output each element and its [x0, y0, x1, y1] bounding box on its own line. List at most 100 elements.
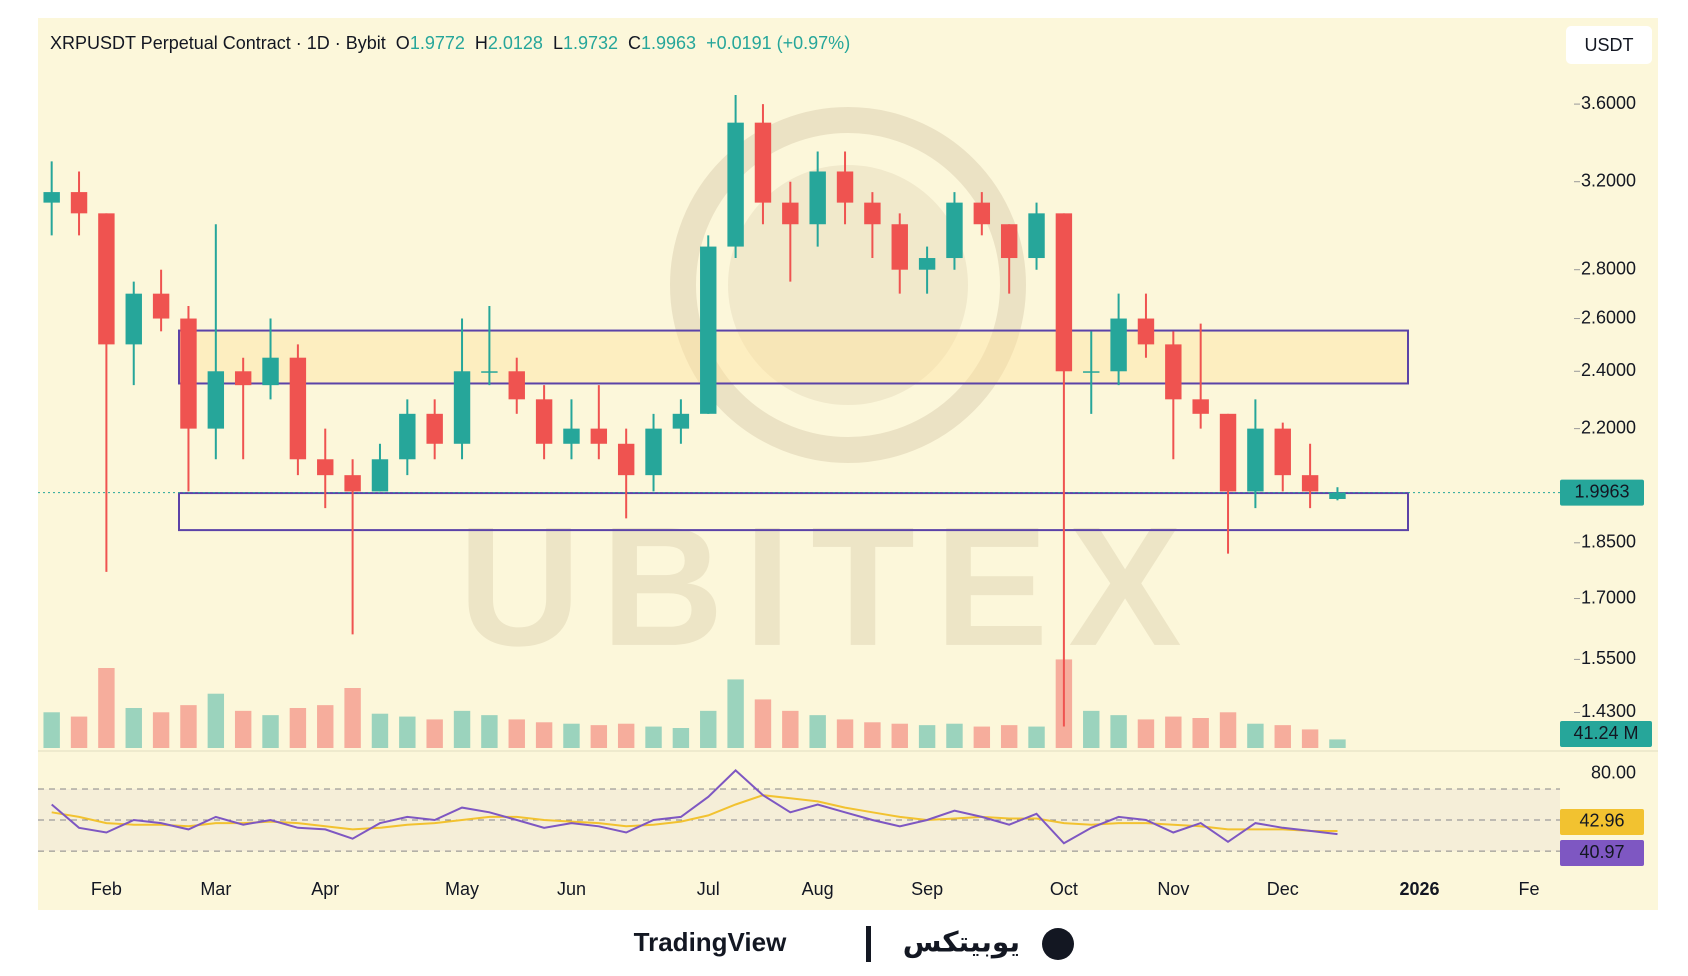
volume-bar	[1329, 739, 1346, 748]
volume-bar	[371, 713, 389, 748]
candle-body	[535, 399, 553, 444]
volume-bar	[207, 693, 225, 748]
x-tick-label: Sep	[911, 879, 943, 899]
currency-box	[1566, 26, 1652, 64]
volume-bar	[1192, 718, 1209, 748]
candle-body	[1219, 413, 1237, 492]
y-tick-label: 2.2000	[1581, 417, 1636, 437]
candle-body	[1165, 344, 1182, 400]
volume-bar	[125, 708, 142, 748]
volume-bar	[1083, 710, 1100, 748]
currency: USDT	[1585, 35, 1634, 55]
y-tick-label: 3.2000	[1581, 170, 1636, 190]
volume-bar	[234, 710, 252, 748]
candle-body	[453, 371, 471, 444]
ohlc-label: H	[475, 33, 488, 53]
candle-body	[1110, 318, 1127, 372]
candle-body	[1055, 213, 1073, 372]
x-tick-label: May	[445, 879, 479, 899]
volume-bar	[1165, 716, 1182, 748]
candle-body	[43, 192, 60, 203]
volume-box	[1560, 721, 1652, 747]
candle-body	[891, 224, 908, 270]
candle-body	[508, 371, 525, 400]
candle-body	[946, 202, 963, 259]
zone	[178, 329, 1409, 385]
rsi-box	[1560, 840, 1644, 867]
footer-brand: یوبیتکس	[903, 926, 1020, 958]
volume-label: 41.24 M	[1573, 723, 1638, 743]
volume-bar	[317, 705, 334, 748]
volume-bar	[700, 710, 717, 748]
price-label: 1.9963	[1574, 481, 1629, 501]
candle-body	[563, 428, 580, 444]
candle-body	[809, 171, 826, 225]
candle-body	[98, 213, 115, 345]
volume-bar	[809, 715, 826, 748]
candle-body	[973, 202, 991, 225]
candle-body	[70, 192, 88, 214]
candle-body	[782, 202, 799, 225]
volume-bar	[563, 723, 580, 748]
candle-body	[1028, 213, 1045, 259]
volume-bar	[535, 722, 553, 748]
candle-body	[645, 428, 662, 476]
price-box	[1560, 479, 1644, 506]
symbol: XRPUSDT Perpetual Contract · 1D · Bybit	[50, 33, 386, 53]
candle-body	[1192, 399, 1209, 414]
volume-bar	[262, 715, 279, 748]
candle-body	[590, 428, 608, 444]
volume-bar	[98, 668, 115, 748]
y-tick-label: 1.8500	[1581, 532, 1636, 552]
x-tick-label: Feb	[91, 879, 122, 899]
ohlc-value: 2.0128	[488, 33, 543, 53]
volume-bar	[782, 710, 799, 748]
candle-body	[207, 371, 225, 429]
x-tick-label: Jun	[557, 879, 586, 899]
volume-bar	[754, 699, 772, 748]
ohlc-value: 1.9963	[641, 33, 696, 53]
volume-bar	[727, 679, 744, 748]
ohlc-value: 1.9732	[563, 33, 618, 53]
x-tick-label: Fe	[1518, 879, 1539, 899]
ohlc-value: 1.9772	[410, 33, 465, 53]
x-tick-label: Mar	[200, 879, 231, 899]
volume-bar	[973, 726, 991, 748]
candle-body	[344, 475, 361, 492]
y-tick-label: 2.8000	[1581, 258, 1636, 278]
y-tick-label: 3.6000	[1581, 93, 1636, 113]
candle-body	[152, 293, 170, 319]
ohlc-label: O	[396, 33, 410, 53]
candle-body	[754, 122, 772, 203]
rsi-ma-box	[1560, 808, 1644, 835]
volume-bar	[152, 712, 170, 748]
x-tick-label: Dec	[1267, 879, 1299, 899]
volume-bar	[1247, 723, 1264, 748]
volume-bar	[180, 705, 197, 748]
volume-bar	[1000, 725, 1018, 748]
volume-bar	[918, 725, 936, 748]
volume-bar	[617, 723, 635, 748]
y-tick-label: 2.4000	[1581, 360, 1636, 380]
candle-body	[262, 357, 279, 386]
volume-bar	[946, 723, 963, 748]
volume-bar	[1219, 712, 1237, 748]
watermark-logo	[670, 107, 1026, 463]
y-tick-label: 1.7000	[1581, 587, 1636, 607]
volume-bar	[43, 712, 60, 748]
volume-bar	[1137, 719, 1155, 748]
candle-body	[1137, 318, 1155, 345]
volume-bar	[836, 719, 854, 748]
volume-bar	[1301, 729, 1319, 748]
candle-body	[700, 246, 717, 414]
volume-bar	[590, 725, 608, 748]
ohlc-label: L	[553, 33, 563, 53]
candle-body	[1329, 492, 1346, 499]
candle-body	[727, 122, 744, 247]
watermark: UBITEX	[458, 492, 1201, 682]
candle-body	[426, 413, 443, 444]
chart-background	[38, 18, 1658, 910]
ohlc-label: C	[628, 33, 641, 53]
volume-bar	[453, 710, 471, 748]
